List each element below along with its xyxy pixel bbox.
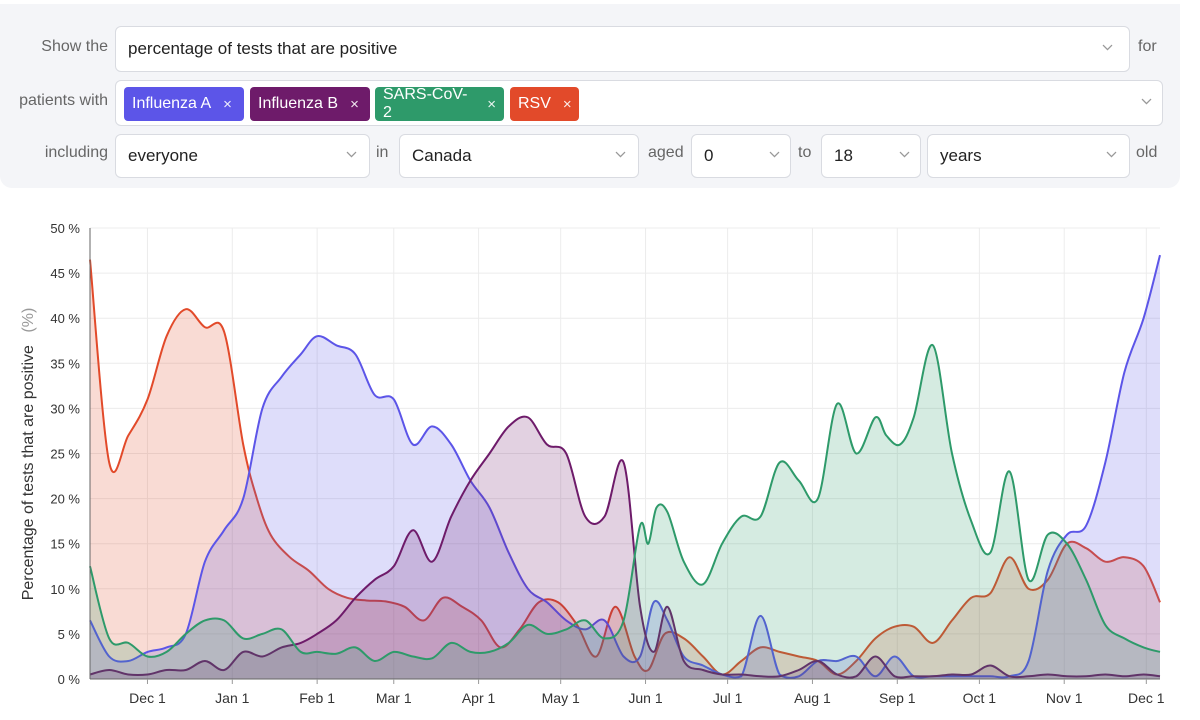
y-tick-label: 40 % xyxy=(50,311,80,326)
including-label: including xyxy=(44,144,108,161)
tag-rsv: RSV × xyxy=(510,87,579,121)
series-line-influenza-a xyxy=(89,254,1161,679)
series-line-sars-cov-2 xyxy=(89,344,1161,662)
series-area-sars-cov-2 xyxy=(90,344,1160,679)
metric-select[interactable]: percentage of tests that are positive xyxy=(115,26,1130,72)
x-tick-label: May 1 xyxy=(542,690,580,706)
metric-value: percentage of tests that are positive xyxy=(128,39,398,58)
chevron-down-icon xyxy=(1141,98,1152,107)
tag-label: SARS-CoV-2 xyxy=(383,86,468,121)
y-tick-label: 5 % xyxy=(58,627,81,642)
pathogen-multiselect[interactable]: Influenza A × Influenza B × SARS-CoV-2 ×… xyxy=(115,80,1163,126)
region-select[interactable]: Canada xyxy=(399,134,639,178)
x-tick-label: Dec 1 xyxy=(129,690,166,706)
tag-sars-cov-2: SARS-CoV-2 × xyxy=(375,86,504,121)
x-tick-label: Jan 1 xyxy=(215,690,249,706)
in-label: in xyxy=(376,144,389,161)
tag-label: Influenza A xyxy=(132,95,212,112)
y-tick-label: 0 % xyxy=(58,672,81,687)
x-tick-label: Apr 1 xyxy=(462,690,496,706)
remove-influenza-b-icon[interactable]: × xyxy=(350,95,359,113)
y-ticks: 0 % 5 % 10 % 15 % 20 % 25 % 30 % 35 % 40 % 45 % 50… xyxy=(50,221,80,687)
filter-panel: Show the percentage of tests that are po… xyxy=(0,4,1180,188)
x-tick-label: Feb 1 xyxy=(299,690,335,706)
age-max-select[interactable]: 18 xyxy=(821,134,921,178)
x-tick-label: Oct 1 xyxy=(963,690,997,706)
show-label: Show the xyxy=(41,38,108,55)
population-value: everyone xyxy=(128,146,198,165)
series-area-influenza-a xyxy=(90,255,1160,679)
y-tick-label: 15 % xyxy=(50,537,80,552)
y-axis-label: Percentage of tests that are positive xyxy=(20,345,37,600)
series-area-influenza-b xyxy=(90,416,1160,679)
y-axis-title: Percentage of tests that are positive (%… xyxy=(20,308,37,601)
remove-influenza-a-icon[interactable]: × xyxy=(223,95,232,113)
x-tick-label: Jul 1 xyxy=(713,690,743,706)
x-tick-label: Dec 1 xyxy=(1128,690,1165,706)
y-tick-label: 30 % xyxy=(50,401,80,416)
tag-label: RSV xyxy=(518,95,551,112)
patients-label: patients with xyxy=(19,92,108,109)
unit-select[interactable]: years xyxy=(927,134,1130,178)
remove-sars-cov-2-icon[interactable]: × xyxy=(487,95,496,113)
series-areas xyxy=(89,254,1161,679)
x-ticks: Dec 1 Jan 1 Feb 1 Mar 1 Apr 1 May 1 Jun 1 Jul 1… xyxy=(129,679,1165,706)
population-select[interactable]: everyone xyxy=(115,134,370,178)
x-tick-label: Sep 1 xyxy=(879,690,916,706)
series-line-influenza-b xyxy=(89,415,1161,679)
y-tick-label: 45 % xyxy=(50,266,80,281)
remove-rsv-icon[interactable]: × xyxy=(562,95,572,113)
tag-label: Influenza B xyxy=(258,95,339,112)
aged-label: aged xyxy=(648,144,684,161)
x-tick-label: Nov 1 xyxy=(1046,690,1083,706)
y-tick-label: 35 % xyxy=(50,356,80,371)
chevron-down-icon xyxy=(1102,44,1113,53)
age-min-value: 0 xyxy=(704,146,714,165)
x-tick-label: Jun 1 xyxy=(628,690,662,706)
chevron-down-icon xyxy=(346,151,357,160)
age-min-select[interactable]: 0 xyxy=(691,134,791,178)
unit-value: years xyxy=(940,146,982,165)
for-label: for xyxy=(1138,38,1157,55)
age-max-value: 18 xyxy=(834,146,853,165)
y-tick-label: 10 % xyxy=(50,582,80,597)
x-tick-label: Aug 1 xyxy=(794,690,831,706)
chevron-down-icon xyxy=(769,151,780,160)
y-axis-unit: (%) xyxy=(20,308,37,333)
y-tick-label: 25 % xyxy=(50,447,80,462)
tag-influenza-b: Influenza B × xyxy=(250,87,370,121)
chevron-down-icon xyxy=(615,151,626,160)
y-tick-label: 50 % xyxy=(50,221,80,236)
tag-influenza-a: Influenza A × xyxy=(124,87,244,121)
region-value: Canada xyxy=(412,146,472,165)
chevron-down-icon xyxy=(1106,151,1117,160)
to-label: to xyxy=(798,144,812,161)
series-area-rsv xyxy=(90,259,1160,679)
chevron-down-icon xyxy=(899,151,910,160)
axes xyxy=(89,228,1160,680)
x-tick-label: Mar 1 xyxy=(376,690,412,706)
old-label: old xyxy=(1136,144,1158,161)
y-tick-label: 20 % xyxy=(50,492,80,507)
